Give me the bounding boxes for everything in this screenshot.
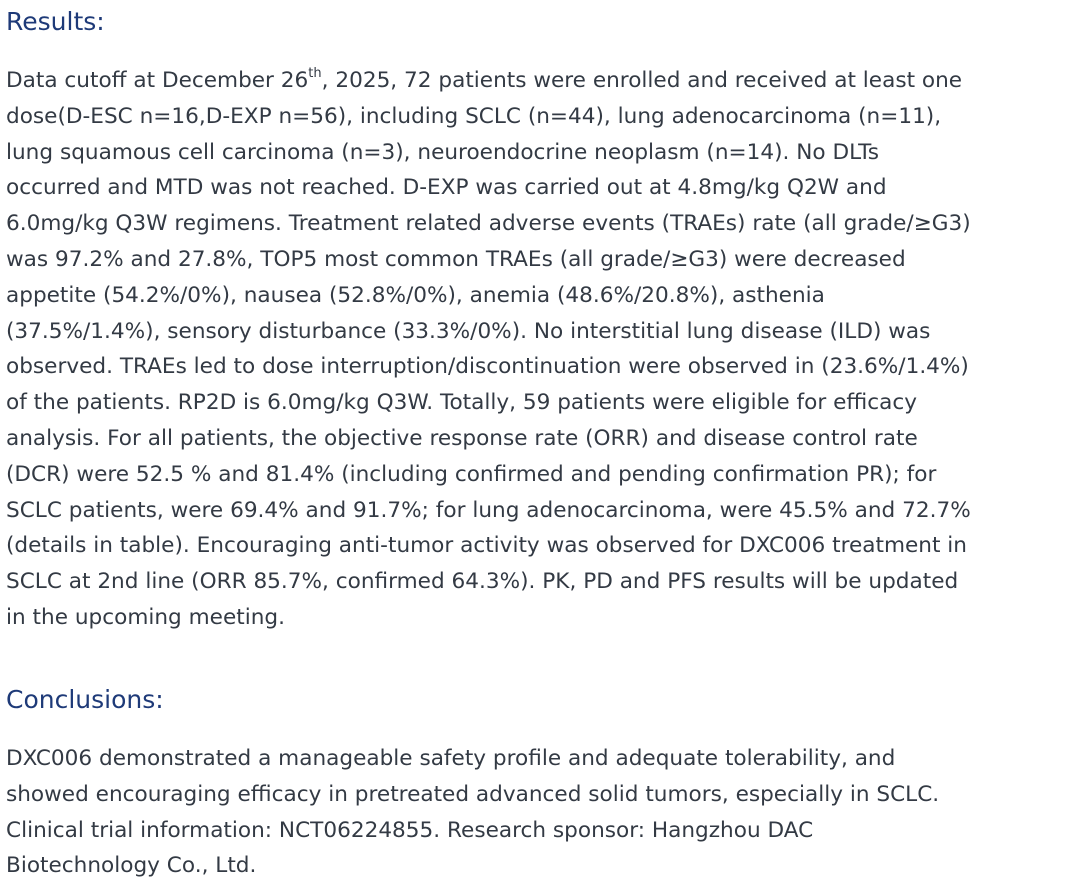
results-line: appetite (54.2%/0%), nausea (52.8%/0%), … — [6, 282, 825, 308]
conclusions-paragraph: DXC006 demonstrated a manageable safety … — [6, 741, 939, 884]
results-line: Data cutoff at December 26th, 2025, 72 p… — [6, 63, 971, 99]
results-line: lung squamous cell carcinoma (n=3), neur… — [6, 139, 880, 165]
results-line: of the patients. RP2D is 6.0mg/kg Q3W. T… — [6, 390, 917, 416]
conclusions-line: DXC006 demonstrated a manageable safety … — [6, 746, 896, 771]
results-line: dose(D-ESC n=16,D-EXP n=56), including S… — [6, 103, 942, 129]
results-line: analysis. For all patients, the objectiv… — [6, 425, 918, 451]
results-line: occurred and MTD was not reached. D-EXP … — [6, 175, 887, 201]
conclusions-line: Biotechnology Co., Ltd. — [6, 853, 257, 879]
conclusions-heading: Conclusions: — [6, 685, 164, 714]
results-line-text: Data cutoff at December 26 — [6, 68, 309, 93]
conclusions-line: Clinical trial information: NCT06224855.… — [6, 817, 814, 843]
results-line: observed. TRAEs led to dose interruption… — [6, 354, 969, 380]
results-line: (DCR) were 52.5 % and 81.4% (including c… — [6, 461, 937, 487]
results-paragraph: Data cutoff at December 26th, 2025, 72 p… — [6, 63, 971, 636]
results-line: SCLC at 2nd line (ORR 85.7%, confirmed 6… — [6, 569, 959, 595]
results-line: (37.5%/1.4%), sensory disturbance (33.3%… — [6, 318, 931, 344]
results-line: 6.0mg/kg Q3W regimens. Treatment related… — [6, 211, 971, 237]
results-heading: Results: — [6, 7, 105, 36]
results-line: SCLC patients, were 69.4% and 91.7%; for… — [6, 497, 971, 523]
results-line-text: , 2025, 72 patients were enrolled and re… — [321, 68, 963, 93]
results-line: was 97.2% and 27.8%, TOP5 most common TR… — [6, 246, 906, 272]
results-line: (details in table). Encouraging anti-tum… — [6, 533, 967, 559]
conclusions-line: showed encouraging efficacy in pretreate… — [6, 781, 940, 807]
results-line: in the upcoming meeting. — [6, 604, 285, 630]
ordinal-superscript: th — [308, 65, 322, 81]
